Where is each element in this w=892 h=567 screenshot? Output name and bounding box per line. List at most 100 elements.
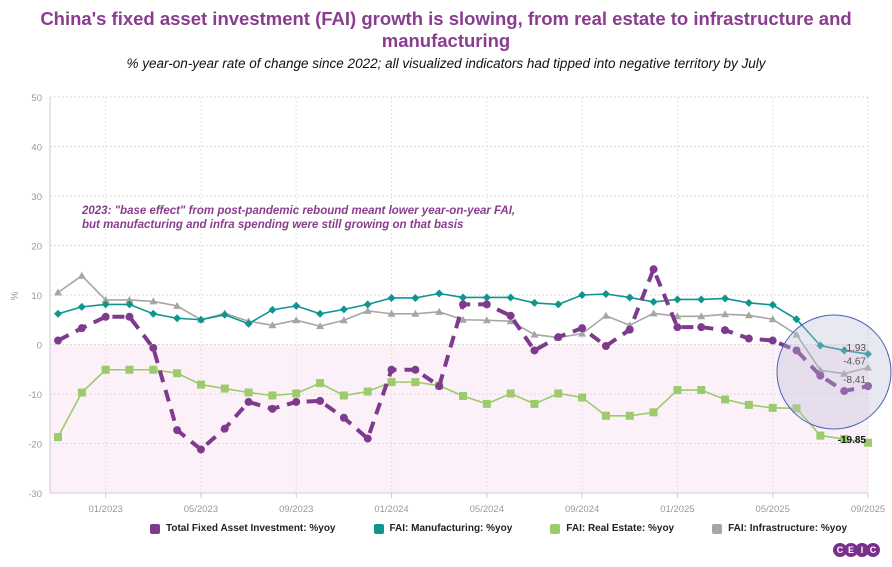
data-point bbox=[792, 404, 801, 413]
data-point bbox=[292, 389, 301, 398]
data-point bbox=[482, 300, 491, 309]
data-point bbox=[196, 380, 205, 389]
data-point bbox=[625, 411, 634, 420]
legend: Total Fixed Asset Investment: %yoy FAI: M… bbox=[150, 523, 885, 534]
legend-label: FAI: Manufacturing: %yoy bbox=[389, 523, 513, 534]
data-point bbox=[697, 295, 706, 304]
data-point bbox=[149, 297, 158, 305]
data-point bbox=[721, 326, 730, 335]
data-point bbox=[387, 378, 396, 387]
legend-swatch bbox=[712, 523, 723, 534]
data-point bbox=[554, 333, 563, 342]
highlight-circle bbox=[776, 314, 892, 430]
data-point bbox=[268, 391, 277, 400]
data-point bbox=[530, 346, 539, 355]
data-point bbox=[125, 365, 134, 374]
end-value-label: -8.41 bbox=[843, 375, 866, 386]
data-point bbox=[339, 413, 348, 422]
data-point bbox=[196, 315, 205, 324]
data-point bbox=[864, 350, 872, 359]
data-point bbox=[840, 387, 849, 396]
data-point bbox=[482, 316, 491, 324]
legend-label: FAI: Infrastructure: %yoy bbox=[728, 523, 848, 534]
legend-item[interactable]: FAI: Real Estate: %yoy bbox=[550, 523, 674, 534]
data-point bbox=[292, 397, 301, 406]
y-tick-label: 0 bbox=[37, 341, 42, 352]
data-point bbox=[292, 301, 301, 310]
data-point bbox=[792, 346, 801, 355]
data-point bbox=[649, 297, 658, 306]
x-tick-label: 05/2023 bbox=[184, 504, 218, 515]
data-point bbox=[649, 408, 658, 417]
data-point bbox=[530, 399, 539, 408]
data-point bbox=[768, 300, 777, 309]
chart-title: China's fixed asset investment (FAI) gro… bbox=[40, 8, 852, 51]
data-point bbox=[578, 291, 587, 299]
data-point bbox=[77, 302, 86, 311]
data-point bbox=[149, 309, 158, 318]
legend-item[interactable]: FAI: Infrastructure: %yoy bbox=[712, 523, 847, 534]
data-point bbox=[316, 309, 325, 318]
data-point bbox=[864, 382, 872, 391]
x-tick-label: 09/2025 bbox=[851, 504, 885, 515]
data-point bbox=[411, 309, 420, 317]
data-point bbox=[506, 389, 515, 398]
data-point bbox=[268, 305, 277, 314]
y-tick-label: 30 bbox=[31, 192, 42, 203]
data-point bbox=[125, 295, 134, 303]
data-point bbox=[268, 321, 277, 329]
x-tick-label: 01/2024 bbox=[374, 504, 408, 515]
data-point bbox=[459, 293, 467, 302]
data-point bbox=[435, 289, 444, 298]
data-point bbox=[673, 323, 682, 332]
data-point bbox=[77, 388, 86, 397]
data-point bbox=[744, 311, 753, 319]
negative-region-shade bbox=[50, 344, 868, 493]
end-value-label: -4.67 bbox=[843, 357, 866, 368]
data-point bbox=[77, 324, 86, 333]
y-axis-label: % bbox=[10, 291, 21, 300]
data-point bbox=[482, 399, 491, 408]
data-point bbox=[435, 382, 444, 391]
data-point bbox=[744, 334, 753, 343]
data-point bbox=[173, 426, 182, 435]
legend-item[interactable]: FAI: Manufacturing: %yoy bbox=[373, 523, 513, 534]
data-point bbox=[744, 400, 753, 409]
data-point bbox=[54, 433, 62, 442]
data-point bbox=[411, 365, 420, 374]
data-point bbox=[173, 369, 182, 378]
chart-subtitle: % year-on-year rate of change since 2022… bbox=[126, 56, 766, 71]
data-point bbox=[625, 325, 634, 334]
data-point bbox=[244, 319, 253, 328]
data-point bbox=[125, 300, 134, 309]
data-point bbox=[530, 298, 539, 307]
data-point bbox=[101, 365, 110, 374]
data-point bbox=[101, 295, 110, 303]
data-point bbox=[697, 323, 706, 332]
y-tick-label: -30 bbox=[28, 489, 42, 500]
series-fai-manufacturing-yoy bbox=[54, 289, 872, 359]
data-point bbox=[363, 387, 372, 396]
x-tick-label: 05/2024 bbox=[470, 504, 504, 515]
data-point bbox=[339, 391, 348, 400]
data-point bbox=[768, 403, 777, 412]
end-value-label: -19.85 bbox=[838, 435, 867, 446]
data-point bbox=[816, 431, 825, 440]
legend-swatch bbox=[373, 523, 384, 534]
data-point bbox=[673, 295, 682, 304]
legend-label: Total Fixed Asset Investment: %yoy bbox=[166, 523, 336, 534]
x-tick-label: 09/2024 bbox=[565, 504, 599, 515]
data-point bbox=[697, 312, 706, 320]
data-point bbox=[173, 314, 182, 323]
data-point bbox=[101, 300, 110, 309]
data-point bbox=[316, 379, 325, 388]
data-point bbox=[387, 365, 396, 374]
data-point bbox=[387, 293, 396, 302]
data-point bbox=[459, 315, 467, 323]
y-tick-label: 40 bbox=[31, 143, 42, 154]
data-point bbox=[459, 300, 467, 309]
legend-label: FAI: Real Estate: %yoy bbox=[566, 523, 675, 534]
legend-item[interactable]: Total Fixed Asset Investment: %yoy bbox=[150, 523, 336, 534]
data-point bbox=[792, 330, 801, 338]
